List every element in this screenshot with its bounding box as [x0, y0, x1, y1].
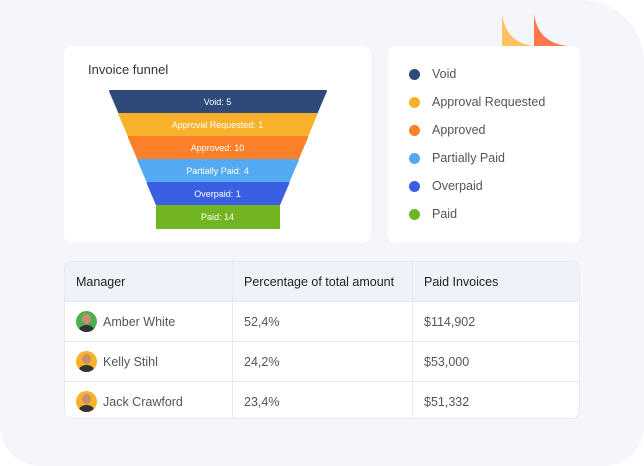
legend-label: Void: [432, 67, 457, 81]
header-paid-invoices[interactable]: Paid Invoices: [424, 274, 499, 289]
funnel-label: Void: 5: [203, 97, 232, 107]
legend-label: Approved: [432, 123, 486, 137]
legend-label: Overpaid: [432, 179, 483, 193]
legend-dot-icon: [409, 152, 420, 164]
funnel-chart: [109, 90, 327, 229]
table-row[interactable]: Kelly Stihl 24,2% $53,000: [65, 341, 579, 381]
manager-cell: Jack Crawford: [65, 382, 233, 418]
paid-invoices-cell: $51,332: [424, 394, 470, 409]
card-title: Invoice funnel: [88, 62, 169, 77]
legend-item[interactable]: Partially Paid: [409, 151, 505, 165]
funnel-label: Paid: 14: [200, 212, 235, 222]
legend-label: Partially Paid: [432, 151, 505, 165]
legend-dot-icon: [409, 180, 420, 192]
funnel-label: Overpaid: 1: [194, 189, 241, 199]
funnel-label: Approved: 10: [190, 143, 245, 153]
legend-item[interactable]: Void: [409, 67, 456, 81]
header-manager[interactable]: Manager: [65, 262, 233, 301]
manager-name: Kelly Stihl: [103, 354, 158, 369]
paid-invoices-cell: $114,902: [424, 314, 476, 329]
legend-label: Paid: [432, 207, 458, 221]
percentage-cell: 24,2%: [233, 342, 413, 381]
funnel-card: Invoice funnel Void: 5 Approval Requested…: [64, 46, 371, 243]
legend-item[interactable]: Paid: [409, 207, 457, 221]
header-percentage[interactable]: Percentage of total amount: [233, 262, 413, 301]
legend-card: Void Approval Requested Approved Partially …: [388, 46, 580, 243]
funnel-segment-paid[interactable]: [156, 205, 280, 229]
avatar: [76, 311, 97, 332]
legend-dot-icon: [409, 96, 420, 108]
paid-invoices-cell: $53,000: [424, 354, 470, 369]
legend-dot-icon: [409, 208, 420, 220]
funnel-label: Partially Paid: 4: [186, 166, 249, 176]
manager-cell: Amber White: [65, 302, 233, 341]
percentage-cell: 23,4%: [233, 382, 413, 418]
table-header: Manager Percentage of total amount Paid …: [65, 262, 579, 301]
manager-name: Amber White: [103, 314, 176, 329]
table-row[interactable]: Jack Crawford 23,4% $51,332: [65, 381, 579, 418]
avatar: [76, 351, 97, 372]
manager-cell: Kelly Stihl: [65, 342, 233, 381]
legend-item[interactable]: Approval Requested: [409, 95, 545, 109]
legend-dot-icon: [409, 68, 420, 80]
legend-item[interactable]: Overpaid: [409, 179, 483, 193]
table-row[interactable]: Amber White 52,4% $114,902: [65, 301, 579, 341]
manager-name: Jack Crawford: [103, 394, 183, 409]
avatar: [76, 391, 97, 412]
legend-item[interactable]: Approved: [409, 123, 486, 137]
percentage-cell: 52,4%: [233, 302, 413, 341]
legend-label: Approval Requested: [432, 95, 546, 109]
legend-dot-icon: [409, 124, 420, 136]
managers-table: Manager Percentage of total amount Paid …: [64, 261, 580, 419]
funnel-label: Approval Requested: 1: [171, 120, 264, 130]
